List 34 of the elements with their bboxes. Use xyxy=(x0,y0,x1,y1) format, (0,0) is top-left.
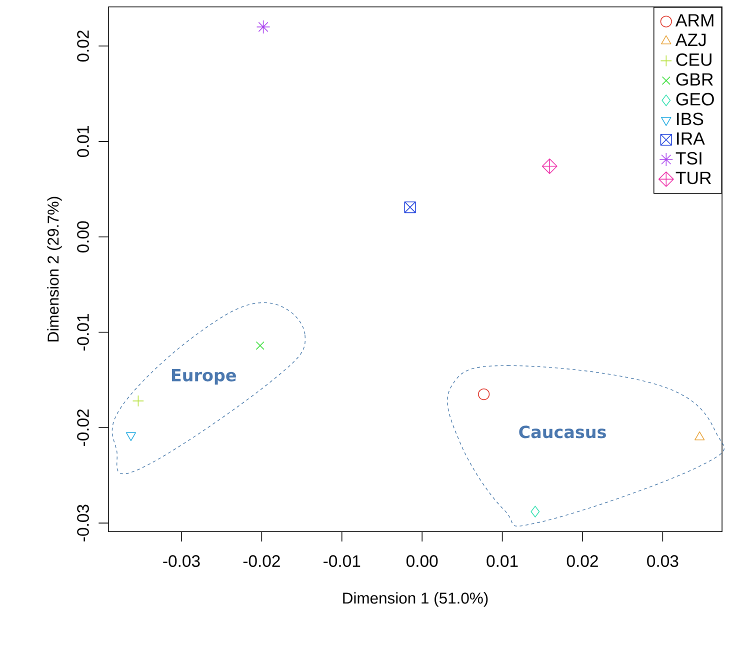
legend-label: IRA xyxy=(677,132,705,145)
legend-label: GBR xyxy=(676,73,713,86)
point xyxy=(530,506,540,518)
legend-label: ARM xyxy=(675,14,714,26)
point xyxy=(478,388,490,400)
x-tick-label: 0.03 xyxy=(647,555,678,568)
x-tick-label: -0.02 xyxy=(243,555,280,568)
y-tick-label: 0.00 xyxy=(77,221,89,252)
y-tick-label: -0.03 xyxy=(77,504,89,542)
point xyxy=(404,201,416,214)
legend-label: TSI xyxy=(676,152,702,165)
y-tick-label: -0.02 xyxy=(77,409,89,446)
y-tick-label: -0.01 xyxy=(77,314,89,351)
x-tick-label: 0.02 xyxy=(566,555,598,568)
legend-label: IBS xyxy=(677,112,704,126)
point xyxy=(694,431,705,440)
point xyxy=(542,158,558,174)
x-tick-label: 0.01 xyxy=(486,555,518,568)
y-axis-title: Dimension 2 (29.7%) xyxy=(47,196,62,342)
x-axis-title: Dimension 1 (51.0%) xyxy=(343,592,488,607)
annotation: Europe xyxy=(172,369,236,385)
x-tick-label: -0.03 xyxy=(163,555,200,568)
legend-label: CEU xyxy=(676,53,712,66)
annotation: Caucasus xyxy=(519,426,606,438)
legend-label: AZJ xyxy=(675,34,706,46)
x-tick-label: -0.01 xyxy=(324,555,360,568)
x-tick-label: 0.00 xyxy=(406,555,438,568)
point xyxy=(256,341,264,350)
y-tick-label: 0.02 xyxy=(77,30,89,62)
point xyxy=(132,395,144,407)
y-tick-label: 0.01 xyxy=(77,126,89,158)
point xyxy=(256,20,270,34)
legend-label: GEO xyxy=(676,92,714,106)
legend-label: TUR xyxy=(676,172,711,184)
